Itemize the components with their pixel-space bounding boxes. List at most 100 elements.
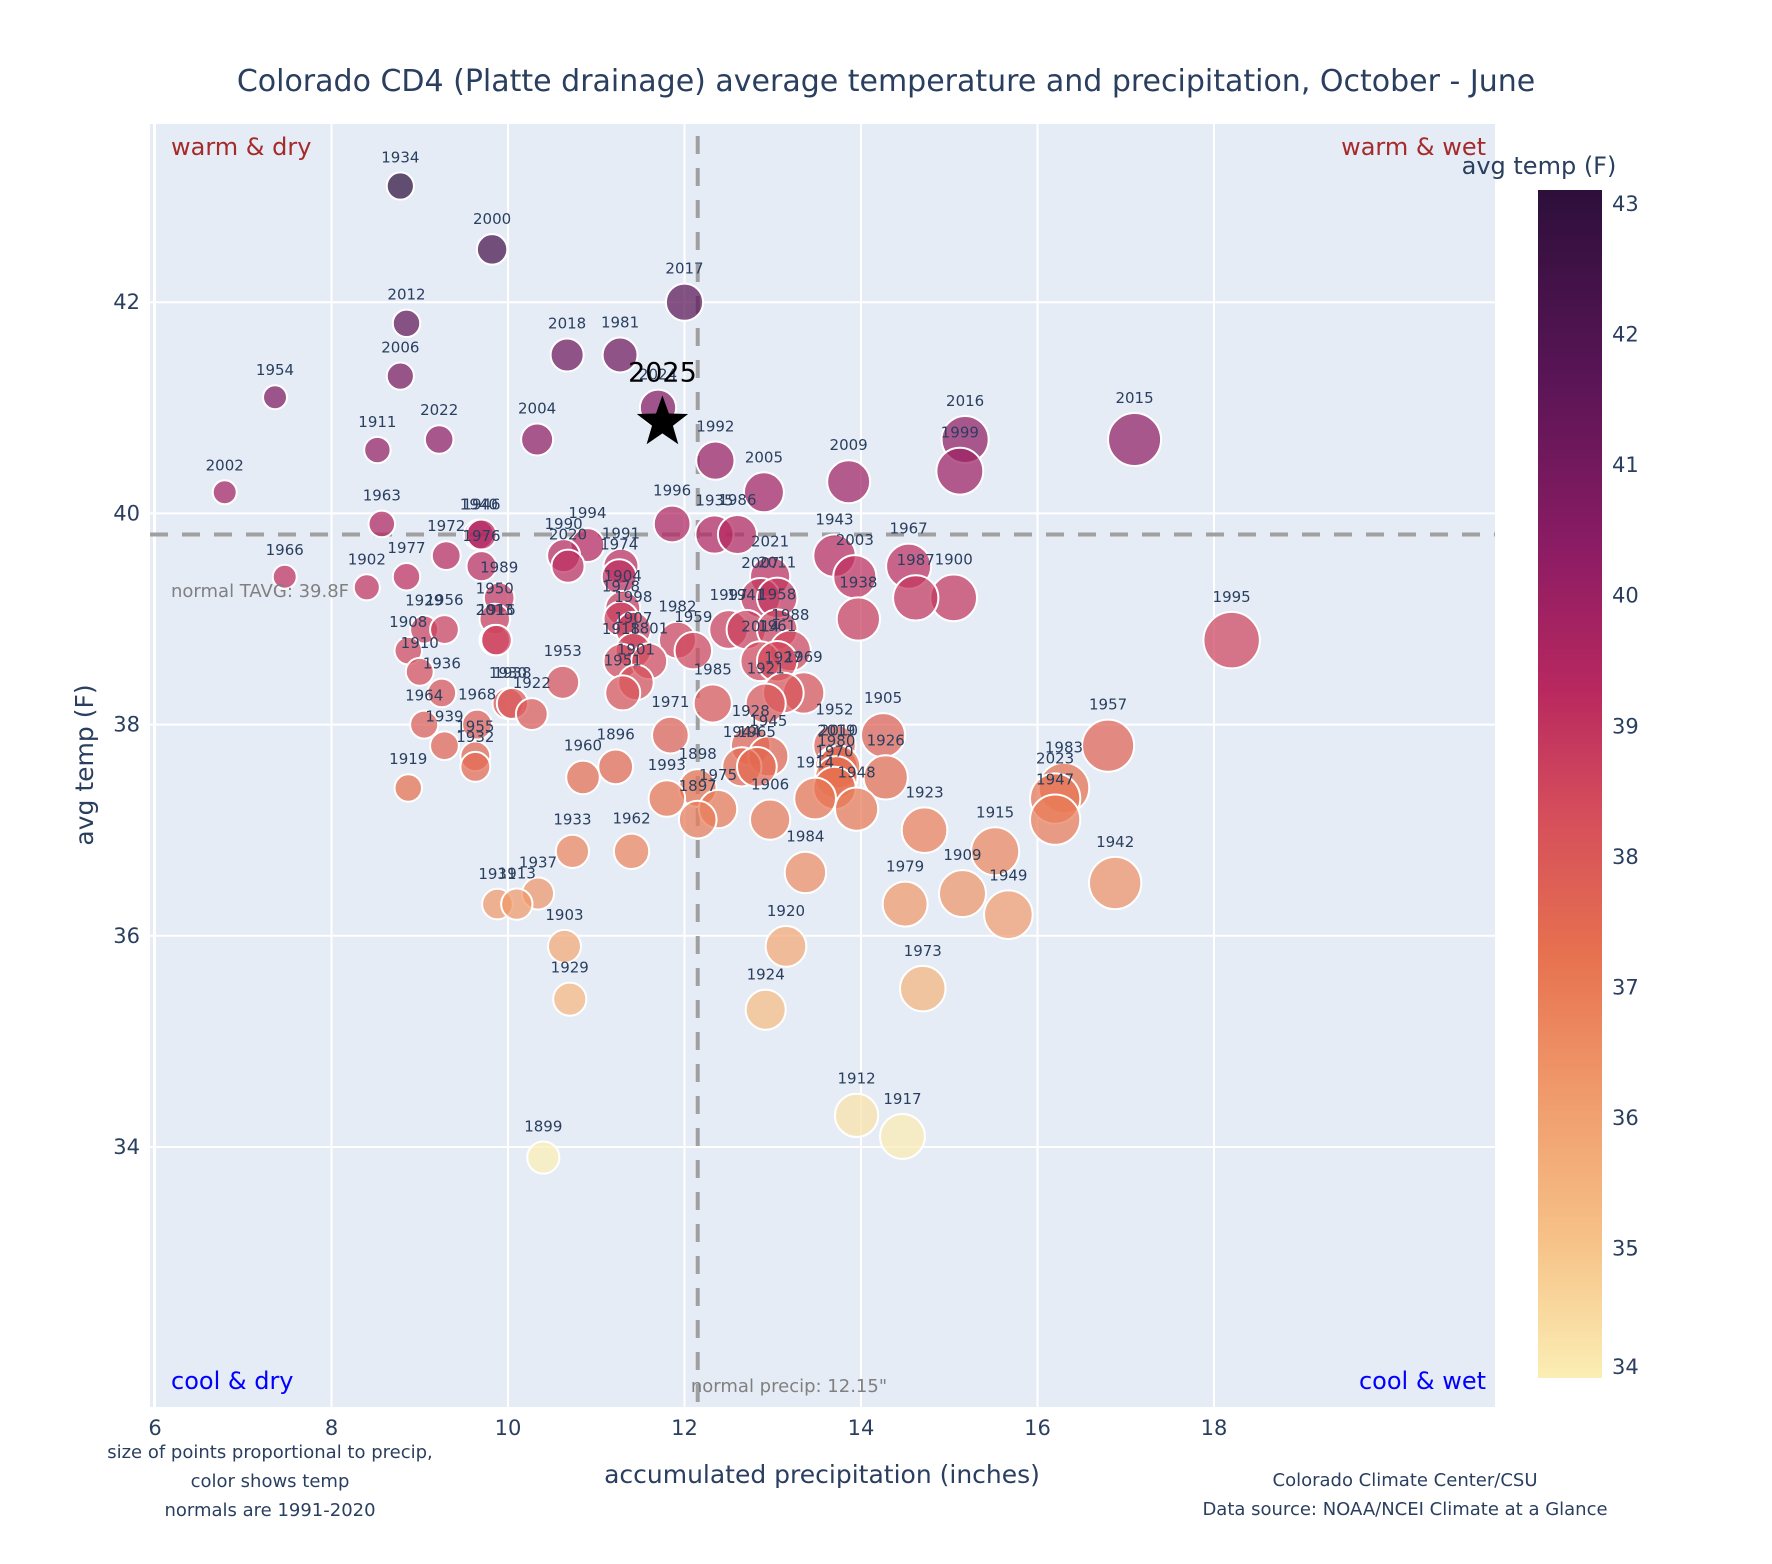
data-point-1921[interactable] [744,682,787,725]
point-label: 1923 [905,783,943,801]
data-point-1964[interactable] [409,709,440,740]
data-point-1911[interactable] [363,435,392,465]
data-point-2015[interactable] [1107,411,1163,467]
data-point-1972[interactable] [430,540,462,572]
point-label: 1989 [480,559,518,577]
data-point-1987[interactable] [892,574,940,622]
point-label: 2023 [1036,749,1074,767]
point-label: 1941 [727,586,765,604]
data-point-2017[interactable] [664,282,705,322]
data-point-2005[interactable] [742,471,785,514]
x-tick-label: 18 [1201,1416,1228,1440]
data-point-1962[interactable] [612,832,651,870]
data-point-1977[interactable] [391,562,422,592]
data-point-1916[interactable] [480,623,513,657]
data-point-1914[interactable] [793,776,838,821]
data-point-1903[interactable] [546,928,582,964]
data-point-1923[interactable] [900,806,949,855]
point-label: 2010 [820,722,858,740]
point-label: 1997 [710,586,748,604]
data-point-2004[interactable] [520,422,555,457]
data-point-1939[interactable] [429,730,460,762]
data-point-1897[interactable] [677,799,718,840]
data-point-1949[interactable] [983,889,1034,940]
data-point-1959[interactable] [673,630,714,671]
data-point-1981[interactable] [601,336,639,374]
data-point-1947[interactable] [1029,793,1082,846]
data-point-1976[interactable] [465,550,498,583]
point-label: 2015 [1115,389,1153,407]
y-axis-title: avg temp (F) [70,684,99,845]
data-point-1899[interactable] [526,1140,561,1175]
data-point-1913[interactable] [500,887,534,921]
data-point-1960[interactable] [565,759,601,796]
data-point-1995[interactable] [1202,610,1261,670]
data-point-1909[interactable] [938,869,987,919]
data-point-2020[interactable] [550,548,586,584]
point-label: 2007 [741,554,779,572]
data-point-1963[interactable] [367,509,397,539]
data-point-1926[interactable] [862,754,909,801]
colorbar-tick-label: 37 [1612,975,1639,999]
data-point-1906[interactable] [748,798,792,841]
point-label: 1999 [941,424,979,442]
data-point-1953[interactable] [545,664,581,700]
point-label: 1934 [381,148,419,166]
data-point-2018[interactable] [549,337,585,373]
data-point-1922[interactable] [514,697,549,731]
data-point-1979[interactable] [881,880,929,928]
data-point-1957[interactable] [1081,718,1136,773]
data-point-2022[interactable] [423,424,455,455]
point-label: 1983 [1045,739,1083,757]
point-label: 1979 [886,858,924,876]
data-point-1919[interactable] [393,773,424,803]
data-point-1999[interactable] [935,446,985,496]
point-label: 1991 [602,525,640,543]
data-point-2009[interactable] [826,459,872,505]
data-point-1917[interactable] [879,1113,926,1160]
data-point-2000[interactable] [475,233,509,266]
data-point-1948[interactable] [833,786,880,832]
point-label: 1938 [493,664,531,682]
data-point-1910[interactable] [404,656,435,687]
data-point-1996[interactable] [652,504,692,544]
data-point-1954[interactable] [262,384,289,411]
data-point-2006[interactable] [385,361,415,391]
data-point-1956[interactable] [429,614,460,645]
data-point-2002[interactable] [211,479,238,506]
data-point-1971[interactable] [651,715,690,755]
data-point-1896[interactable] [597,748,635,786]
point-label: 1975 [699,766,737,784]
data-point-1934[interactable] [385,171,415,201]
point-label: 1990 [545,515,583,533]
data-point-1992[interactable] [695,440,736,481]
data-point-1912[interactable] [833,1092,880,1138]
data-point-1965[interactable] [735,745,778,788]
data-point-1929[interactable] [552,981,588,1017]
point-label: 2019 [817,722,855,740]
data-point-1902[interactable] [352,573,381,602]
data-point-1966[interactable] [271,563,298,590]
data-point-1932[interactable] [459,750,492,783]
data-point-1946[interactable] [465,518,498,551]
data-point-1915[interactable] [970,826,1021,877]
data-point-1951[interactable] [604,674,642,712]
point-label: 1954 [256,361,294,379]
data-point-1920[interactable] [764,924,808,968]
data-point-1968[interactable] [461,708,494,741]
point-label: 1966 [266,541,304,559]
highlight-star-icon[interactable] [636,395,689,445]
data-point-1924[interactable] [744,988,787,1031]
quadrant-label-warm-wet: warm & wet [1341,133,1486,161]
data-point-1993[interactable] [647,779,687,818]
data-point-1933[interactable] [554,833,591,869]
data-point-1973[interactable] [898,964,947,1013]
data-point-1984[interactable] [783,850,828,895]
data-point-1985[interactable] [692,683,733,724]
note-right-line-2: Data source: NOAA/NCEI Climate at a Glan… [1202,1499,1607,1520]
data-point-2012[interactable] [391,308,422,339]
data-point-1938[interactable] [835,596,882,642]
data-point-1936[interactable] [426,677,458,709]
data-point-1942[interactable] [1087,855,1143,911]
data-point-1986[interactable] [716,513,758,556]
